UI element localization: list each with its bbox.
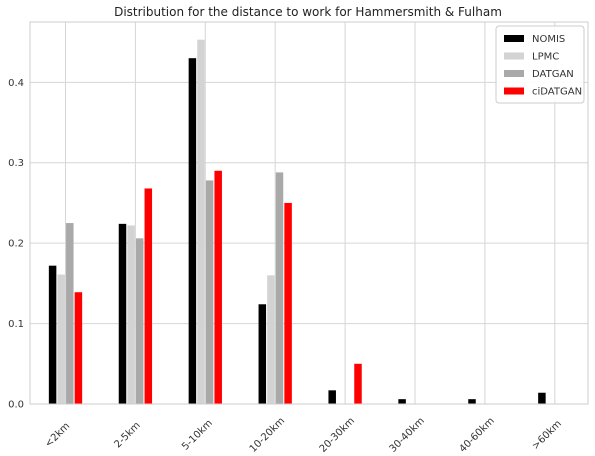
bar-nomis xyxy=(188,58,197,404)
bar-cidatgan xyxy=(214,170,222,404)
x-tick-label: 10-20km xyxy=(248,416,287,455)
bar-cidatgan xyxy=(284,202,292,404)
legend-swatch xyxy=(504,35,524,42)
x-tick-label: 30-40km xyxy=(388,416,427,455)
bar-nomis xyxy=(538,392,546,404)
y-tick-label: 0.1 xyxy=(8,319,24,330)
x-tick-label: 2-5km xyxy=(112,420,142,450)
y-tick-label: 0.0 xyxy=(8,400,24,411)
bar-datgan xyxy=(275,172,284,404)
legend-swatch xyxy=(504,87,524,95)
y-tick-label: 0.3 xyxy=(8,158,24,169)
bar-nomis xyxy=(48,265,57,404)
bar-lpmc xyxy=(127,225,135,404)
bar-datgan xyxy=(205,180,214,404)
bar-cidatgan xyxy=(74,292,83,404)
legend-label: DATGAN xyxy=(532,69,574,80)
bar-nomis xyxy=(468,399,476,404)
bar-datgan xyxy=(66,223,74,404)
y-tick-label: 0.4 xyxy=(8,78,24,89)
bar-nomis xyxy=(118,223,127,404)
x-tick-label: <2km xyxy=(43,421,72,450)
legend-label: NOMIS xyxy=(532,34,565,45)
legend-label: ciDATGAN xyxy=(532,87,582,98)
bar-nomis xyxy=(328,390,336,404)
legend-box xyxy=(495,25,585,104)
bar-lpmc xyxy=(57,274,65,404)
bars xyxy=(48,39,546,405)
x-tick-label: >60km xyxy=(530,418,564,452)
legend-label: LPMC xyxy=(532,52,559,63)
y-axis: 0.0 0.1 0.2 0.3 0.4 xyxy=(8,78,24,411)
legend-swatch xyxy=(504,52,524,60)
x-tick-label: 20-30km xyxy=(318,416,357,455)
x-tick-label: 40-60km xyxy=(457,416,496,455)
bar-lpmc xyxy=(267,275,275,404)
bar-datgan xyxy=(135,238,144,404)
x-axis: <2km 2-5km 5-10km 10-20km 20-30km 30-40km 40-6… xyxy=(43,416,564,455)
x-tick-label: 5-10km xyxy=(180,418,215,453)
legend-swatch xyxy=(504,70,524,77)
bar-lpmc xyxy=(197,39,205,405)
y-tick-label: 0.2 xyxy=(8,239,24,250)
bar-nomis xyxy=(398,399,406,404)
bar-nomis xyxy=(258,304,267,404)
bar-cidatgan xyxy=(144,188,153,404)
chart-title: Distribution for the distance to work fo… xyxy=(114,5,502,19)
legend: NOMIS LPMC DATGAN ciDATGAN xyxy=(495,25,585,104)
plot-frame xyxy=(29,21,589,405)
bar-cidatgan xyxy=(354,363,362,404)
